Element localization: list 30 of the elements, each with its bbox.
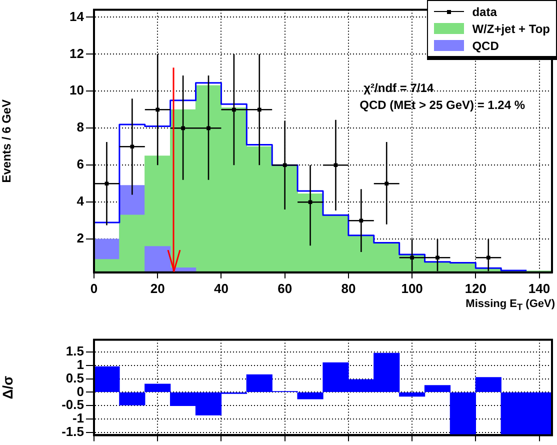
x-tick-label: 100 [401,280,423,296]
y-tick-label: -0.5 [62,397,84,412]
x-tick-label: 140 [528,280,550,296]
y-tick-label: 0 [76,384,84,399]
y-tick-label: 6 [76,156,84,172]
y-tick-label: 12 [70,46,84,61]
legend-label: data [472,4,497,18]
y-tick-label: 1 [76,356,84,372]
annotation: QCD (MEt > 25 GeV) = 1.24 % [360,98,526,112]
x-tick-label: 20 [150,280,165,296]
y-tick-label: 4 [76,194,85,209]
legend-label: W/Z+jet + Top [472,22,550,36]
y-tick-label: -1.5 [62,424,84,440]
y-axis-title: Events / 6 GeV [0,99,14,183]
x-tick-label: 0 [90,280,98,296]
y-tick-label: -1 [72,410,84,426]
y-tick-label: 14 [70,8,85,24]
x-tick-label: 120 [464,280,487,296]
x-axis-title: Missing E$_{T}$ (GeV) [466,298,555,312]
x-tick-label: 80 [341,280,356,296]
annotation: χ²/ndf = 7/14 [364,80,434,95]
x-tick-label: 40 [214,280,228,296]
legend-label: QCD [472,38,499,52]
x-tick-label: 60 [278,280,292,296]
y-axis-title: Δ/σ [0,375,16,400]
y-tick-label: 1.5 [66,343,84,358]
y-tick-label: 0.5 [66,370,84,386]
y-tick-label: 10 [70,82,84,98]
y-tick-label: 2 [76,230,84,246]
y-tick-label: 8 [76,120,84,135]
